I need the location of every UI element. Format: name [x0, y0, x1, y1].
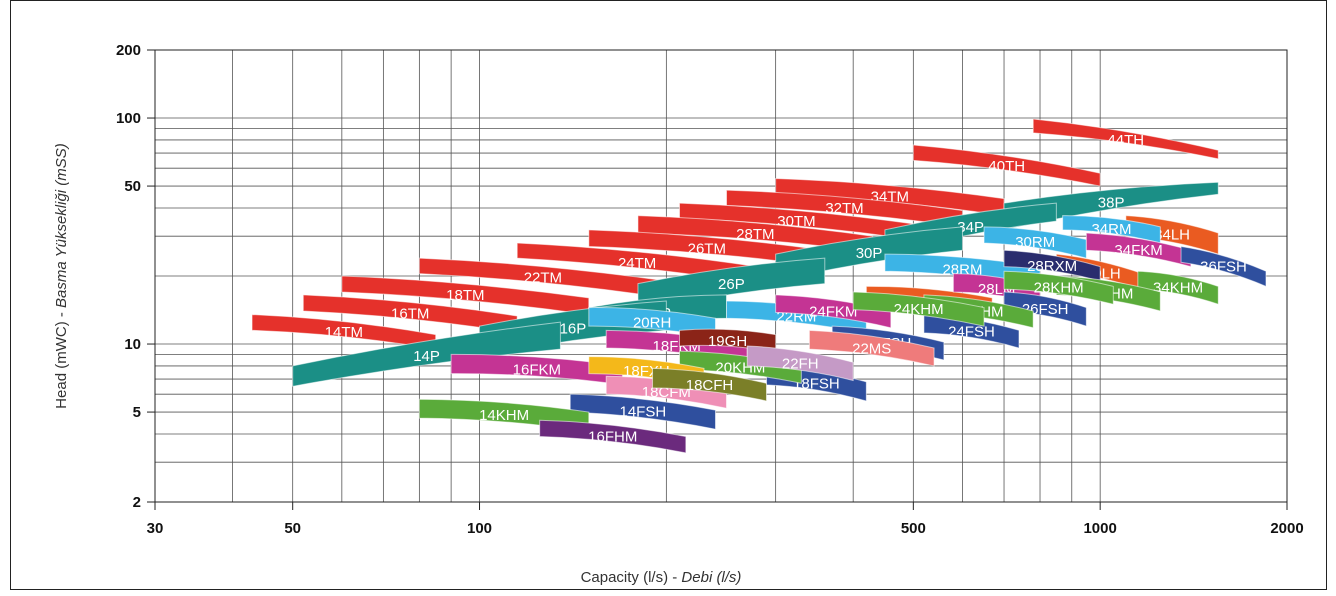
y-tick-label: 200 [116, 42, 141, 59]
plot-area [154, 49, 1288, 503]
region-14fsh [569, 393, 716, 430]
region-label-16p: 16P [560, 321, 587, 338]
region-label-24fsh: 24FSH [948, 323, 995, 340]
region-label-19gh: 19GH [708, 333, 747, 350]
region-20khm [679, 350, 802, 384]
region-label-14p: 14P [413, 348, 440, 365]
region-label-26p: 26P [718, 276, 745, 293]
region-40th [912, 144, 1101, 187]
x-tick-label: 30 [147, 520, 164, 537]
x-tick-label: 2000 [1270, 520, 1303, 537]
region-label-28rxm: 28RXM [1027, 258, 1077, 275]
region-label-30rm: 30RM [1015, 234, 1055, 251]
chart-frame [10, 0, 1327, 590]
region-label-18cfh: 18CFH [686, 377, 734, 394]
region-18cfh [652, 367, 768, 402]
region-22fh [746, 345, 854, 382]
region-36fsh [1180, 245, 1267, 288]
region-16fhm [539, 419, 687, 454]
region-label-36fsh: 36FSH [1200, 259, 1247, 276]
region-24khm [852, 291, 985, 327]
y-tick-label: 5 [133, 404, 141, 421]
region-label-18fsh: 18FSH [793, 375, 840, 392]
x-tick-label: 50 [284, 520, 301, 537]
y-tick-label: 50 [124, 178, 141, 195]
region-24fkm [775, 294, 892, 329]
region-label-14khm: 14KHM [479, 407, 529, 424]
region-label-14tm: 14TM [325, 324, 363, 341]
y-tick-label: 10 [124, 336, 141, 353]
region-label-44th: 44TH [1107, 132, 1144, 149]
region-label-16tm: 16TM [391, 306, 429, 323]
region-label-34fkm: 34FKM [1114, 242, 1162, 259]
region-label-20rh: 20RH [633, 314, 671, 331]
x-tick-label: 1000 [1083, 520, 1116, 537]
region-44th [1032, 118, 1219, 160]
region-label-26tm: 26TM [688, 240, 726, 257]
region-label-24fkm: 24FKM [809, 304, 857, 321]
region-label-22tm: 22TM [524, 270, 562, 287]
region-label-16fhm: 16FHM [588, 429, 637, 446]
region-label-16fkm: 16FKM [513, 362, 561, 379]
region-34fkm [1085, 232, 1192, 268]
region-label-38p: 38P [1098, 194, 1125, 211]
region-label-14fsh: 14FSH [620, 403, 667, 420]
region-label-18tm: 18TM [446, 287, 484, 304]
region-label-28khm: 28KHM [1034, 280, 1084, 297]
region-38p [1003, 181, 1219, 231]
region-label-22ms: 22MS [852, 340, 891, 357]
region-label-34p: 34P [957, 219, 984, 236]
region-22ms [808, 329, 935, 367]
y-tick-label: 100 [116, 110, 141, 127]
y-tick-label: 2 [133, 494, 141, 511]
x-tick-label: 100 [467, 520, 492, 537]
region-30rm [983, 226, 1087, 259]
x-axis-label: Capacity (l/s) - Debi (l/s) [581, 569, 742, 586]
region-label-30p: 30P [856, 245, 883, 262]
region-label-40th: 40TH [988, 158, 1025, 175]
x-tick-label: 500 [901, 520, 926, 537]
region-label-24tm: 24TM [618, 255, 656, 272]
region-label-28tm: 28TM [736, 226, 774, 243]
region-label-34lh: 34LH [1154, 227, 1190, 244]
y-axis-label: Head (mWC) - Basma Yüksekliği (mSS) [53, 143, 70, 409]
region-label-32tm: 32TM [825, 200, 863, 217]
region-28khm [1003, 270, 1114, 305]
region-14p [292, 321, 561, 387]
region-label-22fh: 22FH [782, 356, 819, 373]
region-label-34khm: 34KHM [1153, 280, 1203, 297]
region-label-24khm: 24KHM [894, 301, 944, 318]
